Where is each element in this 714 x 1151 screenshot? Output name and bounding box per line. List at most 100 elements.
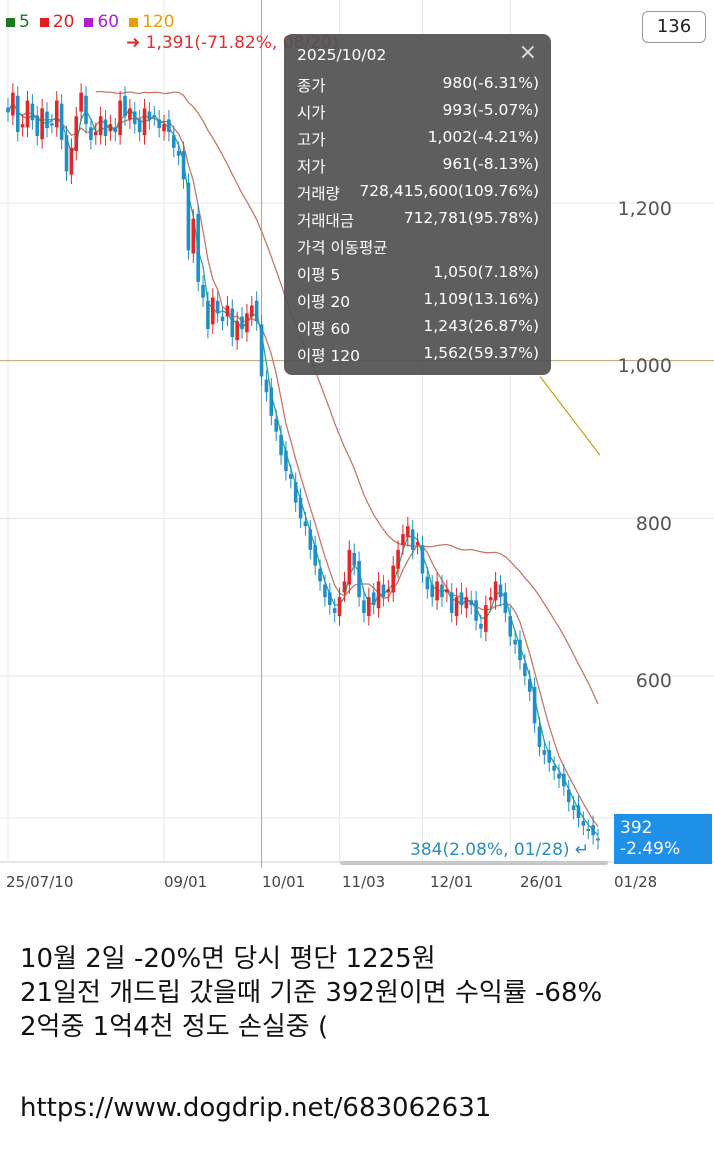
legend-ma60-label: 60: [97, 12, 120, 32]
candle-body: [410, 529, 415, 550]
count-badge[interactable]: 136: [642, 11, 706, 43]
candle-body: [586, 828, 591, 831]
candle-body: [171, 135, 176, 148]
tooltip-value: 712,781(95.78%): [403, 209, 539, 227]
candle-body: [284, 450, 288, 472]
candle-body: [308, 529, 313, 550]
tooltip-value: 1,050(7.18%): [433, 263, 539, 281]
candle-body: [20, 124, 25, 128]
tooltip-value: 961(-8.13%): [442, 155, 539, 173]
tooltip-date: 2025/10/02: [297, 46, 387, 64]
tooltip-key: 이평 60: [297, 320, 351, 338]
current-price-tag: 392 -2.49%: [614, 814, 712, 864]
tooltip-value: 993(-5.07%): [442, 101, 539, 119]
candle-body: [328, 592, 332, 606]
candle-body: [157, 119, 161, 129]
candle-body: [367, 597, 371, 617]
tooltip-row-high: 고가 1,002(-4.21%): [297, 128, 539, 152]
close-icon[interactable]: ×: [518, 40, 537, 65]
legend-ma120-label: 120: [142, 12, 175, 32]
candle-body: [401, 534, 405, 546]
candle-body: [396, 549, 400, 569]
candle-body: [576, 805, 581, 818]
x-tick-label: 11/03: [342, 873, 386, 891]
candle-body: [152, 115, 157, 118]
tooltip-value: 1,109(13.16%): [423, 290, 539, 308]
tooltip-row-volume: 거래량 728,415,600(109.76%): [297, 182, 539, 206]
candle-body: [108, 124, 113, 132]
candle-body: [123, 95, 127, 117]
candle-body: [167, 119, 171, 133]
candle-body: [591, 824, 595, 836]
candle-body: [371, 592, 376, 606]
ma-legend: 5 20 60 120: [6, 12, 175, 32]
current-change: -2.49%: [620, 839, 681, 859]
candle-body: [532, 687, 537, 724]
candle-body: [293, 482, 298, 503]
candle-body: [176, 150, 181, 156]
candle-body: [415, 541, 420, 546]
candle-body: [25, 100, 30, 128]
candle-body: [474, 600, 478, 621]
tooltip-row-ma20: 이평 20 1,109(13.16%): [297, 290, 539, 314]
legend-ma60-swatch: [84, 17, 94, 27]
candle-body: [132, 111, 137, 125]
candle-body: [206, 300, 210, 330]
candle-body: [430, 584, 435, 598]
y-tick-label: 1,200: [617, 198, 672, 220]
tooltip-value: 1,562(59.37%): [423, 344, 539, 362]
x-tick-label: 10/01: [262, 873, 306, 891]
legend-ma5-swatch: [6, 17, 15, 27]
candle-body: [245, 313, 249, 333]
candle-body: [498, 584, 503, 598]
tooltip-key: 이평 5: [297, 266, 341, 284]
tooltip-value: 728,415,600(109.76%): [359, 182, 539, 200]
candle-body: [503, 592, 508, 613]
candle-body: [449, 592, 454, 613]
source-url-link[interactable]: https://www.dogdrip.net/683062631: [20, 1093, 492, 1123]
tooltip-value: 1,243(26.87%): [423, 317, 539, 335]
candle-body: [381, 584, 386, 598]
legend-ma120-swatch: [129, 17, 139, 27]
candle-body: [147, 111, 152, 121]
tooltip-key: 이평 20: [297, 293, 351, 311]
ma60-line: [95, 90, 599, 705]
y-tick-label: 1,000: [617, 355, 672, 377]
candle-body: [493, 581, 498, 601]
candle-body: [523, 663, 527, 676]
candlestick-chart-svg[interactable]: [0, 0, 714, 905]
data-tooltip: 2025/10/02 × 종가 980(-6.31%) 시가 993(-5.07%)…: [284, 34, 551, 375]
current-price: 392: [620, 818, 653, 838]
candle-body: [318, 568, 322, 582]
candle-body: [323, 584, 327, 598]
candle-body: [289, 474, 293, 479]
legend-ma120: 120: [129, 12, 175, 32]
candle-body: [50, 123, 54, 126]
candle-body: [542, 750, 547, 755]
stock-chart[interactable]: 5 20 60 120 136 ➜ 1,391(-71.82%, 08/20) …: [0, 0, 714, 905]
candle-body: [420, 545, 425, 574]
candle-body: [479, 623, 483, 629]
candle-body: [386, 589, 391, 593]
candle-body: [357, 560, 361, 598]
tooltip-row-ma60: 이평 60 1,243(26.87%): [297, 317, 539, 341]
candle-body: [113, 127, 118, 133]
candle-body: [264, 379, 269, 393]
candle-body: [35, 115, 40, 136]
legend-ma20-label: 20: [52, 12, 75, 32]
candle-body: [459, 592, 464, 606]
candle-body: [259, 324, 264, 377]
candle-body: [142, 108, 147, 136]
candle-body: [313, 545, 317, 566]
legend-ma60: 60: [84, 12, 119, 32]
candle-body: [11, 92, 15, 116]
candle-body: [220, 316, 225, 322]
candle-body: [440, 584, 444, 598]
candle-body: [15, 95, 20, 133]
candle-body: [235, 321, 239, 341]
candle-body: [54, 100, 59, 128]
candle-body: [186, 182, 191, 251]
candle-body: [571, 805, 576, 811]
candle-body: [303, 521, 308, 527]
candle-body: [79, 92, 83, 112]
